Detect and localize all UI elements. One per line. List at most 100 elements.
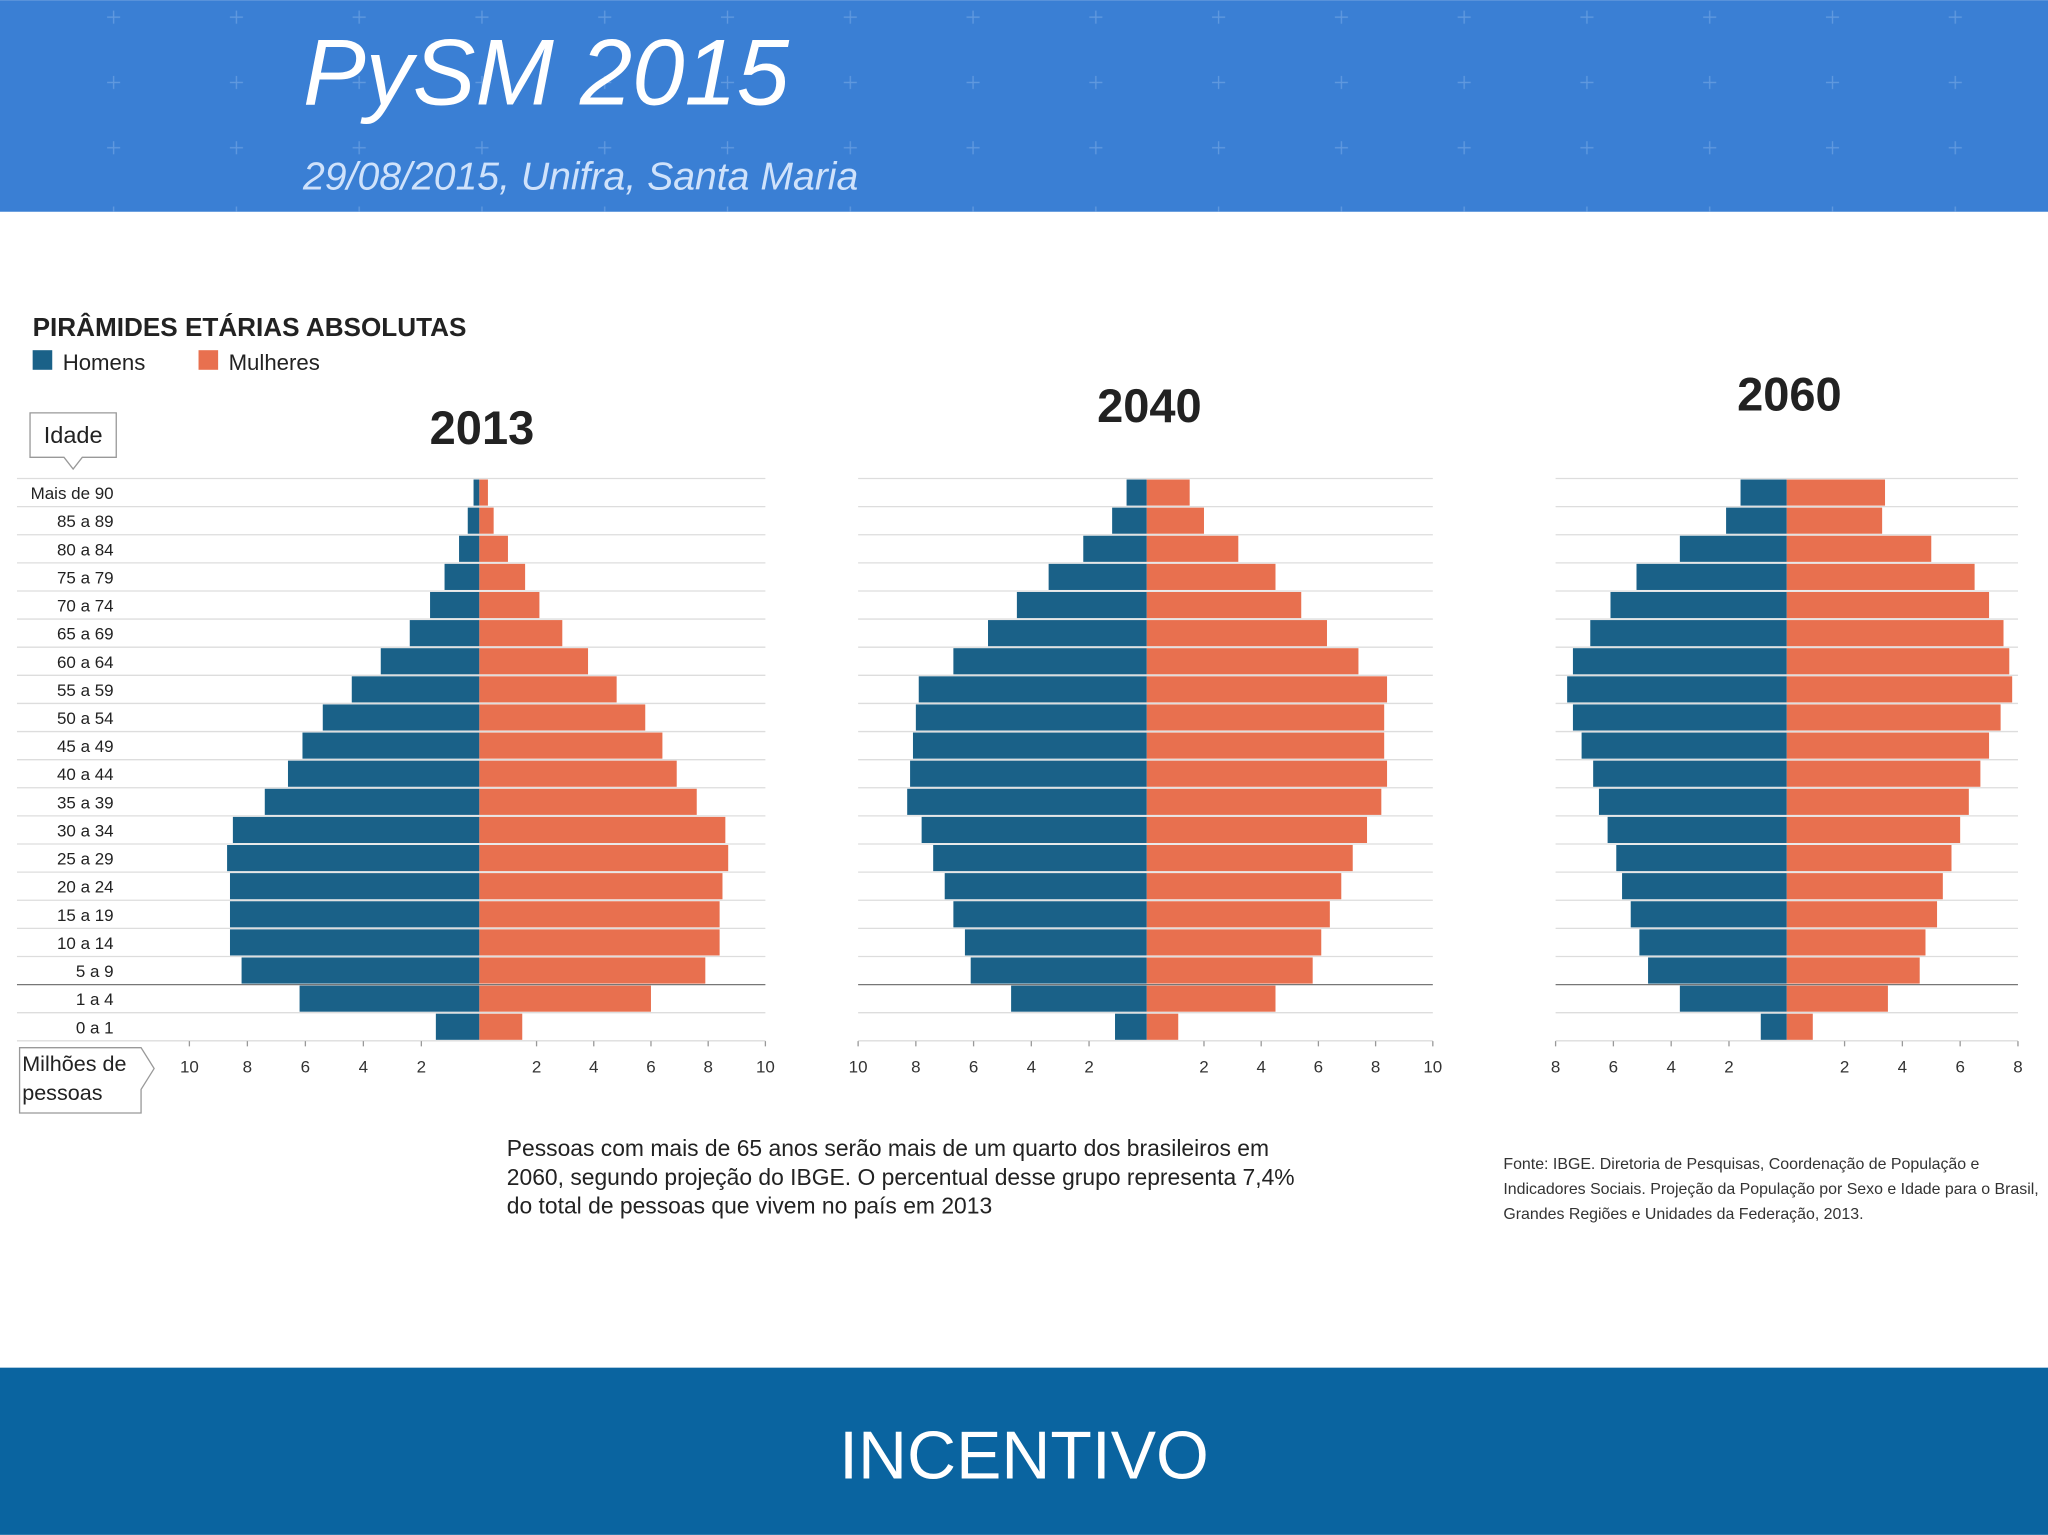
bar-left	[302, 732, 480, 759]
bar-left	[1648, 957, 1787, 984]
x-tick-label: 8	[911, 1057, 920, 1076]
bar-left	[918, 676, 1147, 703]
bar-right	[479, 985, 651, 1012]
figure-title: PIRÂMIDES ETÁRIAS ABSOLUTAS	[33, 312, 467, 342]
bar-left	[988, 620, 1147, 647]
x-tick-label: 6	[1314, 1057, 1323, 1076]
bar-left	[1607, 816, 1787, 844]
x-tick-label: 10	[180, 1057, 199, 1076]
bar-right	[1146, 676, 1388, 703]
bar-right	[1146, 816, 1368, 844]
bar-left	[1636, 563, 1787, 590]
bar-left	[1590, 620, 1787, 647]
bar-right	[1786, 535, 1932, 562]
legend-swatch	[32, 350, 53, 370]
bar-left	[444, 563, 480, 590]
bar-right	[1146, 507, 1204, 534]
header-pattern	[0, 0, 2048, 212]
bar-left	[287, 760, 480, 787]
bar-left	[1567, 676, 1787, 703]
x-tick-label: 4	[1256, 1057, 1265, 1076]
header-title: PySM 2015	[303, 20, 790, 125]
bar-left	[953, 648, 1147, 675]
bar-right	[479, 788, 697, 815]
x-tick-label: 8	[2013, 1057, 2022, 1076]
bar-left	[1726, 507, 1787, 534]
bar-right	[479, 760, 677, 787]
bar-left	[1622, 873, 1787, 900]
y-tick-label: 1 a 4	[76, 990, 114, 1009]
bar-left	[921, 816, 1147, 844]
chart-title: 2060	[1737, 367, 1842, 420]
bar-left	[229, 929, 480, 956]
bar-left	[953, 901, 1147, 928]
bar-right	[479, 535, 508, 562]
bar-right	[479, 929, 720, 956]
bar-right	[1146, 760, 1388, 787]
bar-right	[479, 620, 563, 647]
bar-right	[1146, 929, 1322, 956]
footer-band	[0, 1367, 2048, 1535]
bar-right	[1786, 845, 1952, 872]
bar-right	[1786, 648, 2010, 675]
bar-left	[1610, 591, 1787, 619]
x-tick-label: 8	[1551, 1057, 1560, 1076]
y-tick-label: 15 a 19	[57, 906, 114, 925]
bar-right	[1146, 479, 1190, 506]
bar-left	[1048, 563, 1147, 590]
bar-right	[479, 1013, 523, 1040]
bar-right	[479, 957, 706, 984]
bar-left	[1616, 845, 1787, 872]
x-tick-label: 10	[756, 1057, 775, 1076]
x-tick-label: 4	[1898, 1057, 1907, 1076]
bar-right	[1146, 845, 1353, 872]
x-axis-label: Milhões de pessoas	[22, 1052, 127, 1106]
bar-left	[1572, 704, 1787, 731]
y-tick-label: 40 a 44	[57, 765, 114, 784]
bar-left	[1016, 591, 1147, 619]
bar-left	[380, 648, 480, 675]
bar-right	[479, 845, 729, 872]
x-tick-label: 6	[301, 1057, 310, 1076]
bar-right	[1146, 957, 1313, 984]
y-tick-label: 65 a 69	[57, 625, 114, 644]
bar-left	[1593, 760, 1787, 787]
bar-left	[933, 845, 1147, 872]
bar-right	[1146, 985, 1276, 1012]
legend-label: Mulheres	[229, 350, 320, 375]
bar-left	[1083, 535, 1147, 562]
bar-right	[1146, 620, 1327, 647]
x-tick-label: 8	[703, 1057, 712, 1076]
bar-right	[1786, 591, 1990, 619]
x-tick-label: 2	[417, 1057, 426, 1076]
bar-left	[1760, 1013, 1787, 1040]
bar-left	[229, 873, 480, 900]
bar-left	[351, 676, 480, 703]
bar-left	[915, 704, 1147, 731]
y-tick-label: 60 a 64	[57, 653, 114, 672]
y-tick-label: Mais de 90	[31, 484, 114, 503]
bar-left	[430, 591, 480, 619]
bar-left	[1011, 985, 1147, 1012]
chart-title: 2013	[430, 401, 535, 454]
bar-right	[1786, 760, 1981, 787]
bar-right	[1786, 873, 1943, 900]
bar-left	[241, 957, 480, 984]
bar-left	[907, 788, 1147, 815]
bar-right	[479, 676, 617, 703]
header-subtitle: 29/08/2015, Unifra, Santa Maria	[302, 156, 858, 199]
x-tick-label: 10	[1423, 1057, 1442, 1076]
x-tick-label: 4	[1027, 1057, 1036, 1076]
source-box: Fonte: IBGE. Diretoria de Pesquisas, Coo…	[1503, 1155, 2038, 1223]
bar-left	[229, 901, 480, 928]
bar-right	[1786, 620, 2004, 647]
caption: Pessoas com mais de 65 anos serão mais d…	[506, 1135, 1295, 1219]
y-tick-label: 70 a 74	[57, 597, 114, 616]
bar-left	[944, 873, 1147, 900]
bar-right	[1786, 676, 2013, 703]
bar-left	[1740, 479, 1787, 506]
y-tick-label: 10 a 14	[57, 934, 114, 953]
bar-left	[1572, 648, 1787, 675]
x-tick-label: 6	[1955, 1057, 1964, 1076]
bar-right	[479, 873, 723, 900]
